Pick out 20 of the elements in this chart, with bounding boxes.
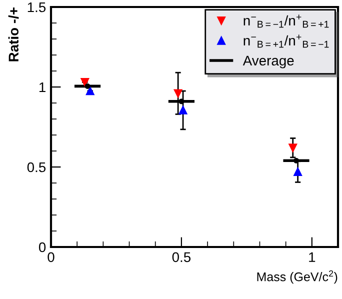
point [178, 98, 184, 104]
point [84, 83, 90, 89]
point [288, 144, 298, 152]
point [174, 89, 182, 98]
legend-label: Average [242, 56, 294, 68]
y-tick-label: 0.5 [27, 162, 46, 172]
y-tick-label: 1 [39, 82, 46, 92]
legend-label: n$^{−}$$_{B=−1}$/n$^{+}$$_{B=+1}$ [244, 14, 329, 28]
x-axis-title: Mass (GeV/c$^{2}$) [257, 270, 338, 284]
y-tick-label: 1.5 [28, 2, 46, 12]
x-tick-label: 1 [309, 252, 316, 262]
legend-label: n$^{−}$$_{B=+1}$/n$^{+}$$_{B=−1}$ [244, 34, 329, 48]
point [80, 78, 90, 86]
x-tick-label: 0 [48, 252, 54, 262]
y-axis-title: Ratio -/+ [8, 8, 19, 62]
point [294, 168, 302, 176]
point [86, 86, 94, 96]
x-tick-label: 0.5 [172, 252, 191, 262]
point [178, 106, 188, 114]
y-tick-label: 0 [38, 242, 46, 252]
